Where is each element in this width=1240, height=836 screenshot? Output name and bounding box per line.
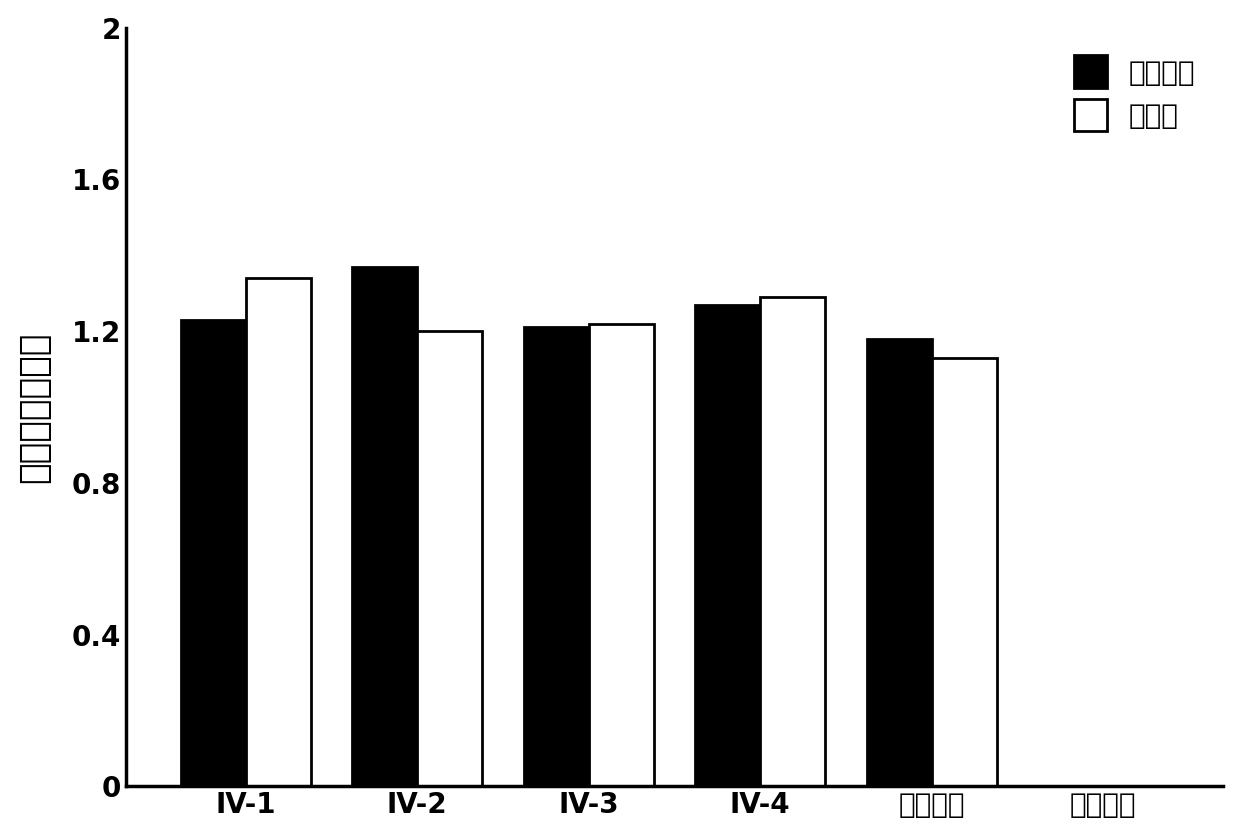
Bar	[523, 328, 589, 787]
Bar	[867, 339, 931, 787]
Bar	[760, 297, 826, 787]
Bar	[696, 304, 760, 787]
Bar	[246, 278, 311, 787]
Legend: 甲胎蛋白, 白蛋白: 甲胎蛋白, 白蛋白	[1060, 42, 1209, 145]
Bar	[589, 324, 653, 787]
Bar	[418, 331, 482, 787]
Y-axis label: 相对内参表达量: 相对内参表达量	[16, 331, 51, 482]
Bar	[931, 358, 997, 787]
Bar	[181, 320, 246, 787]
Bar	[352, 267, 418, 787]
